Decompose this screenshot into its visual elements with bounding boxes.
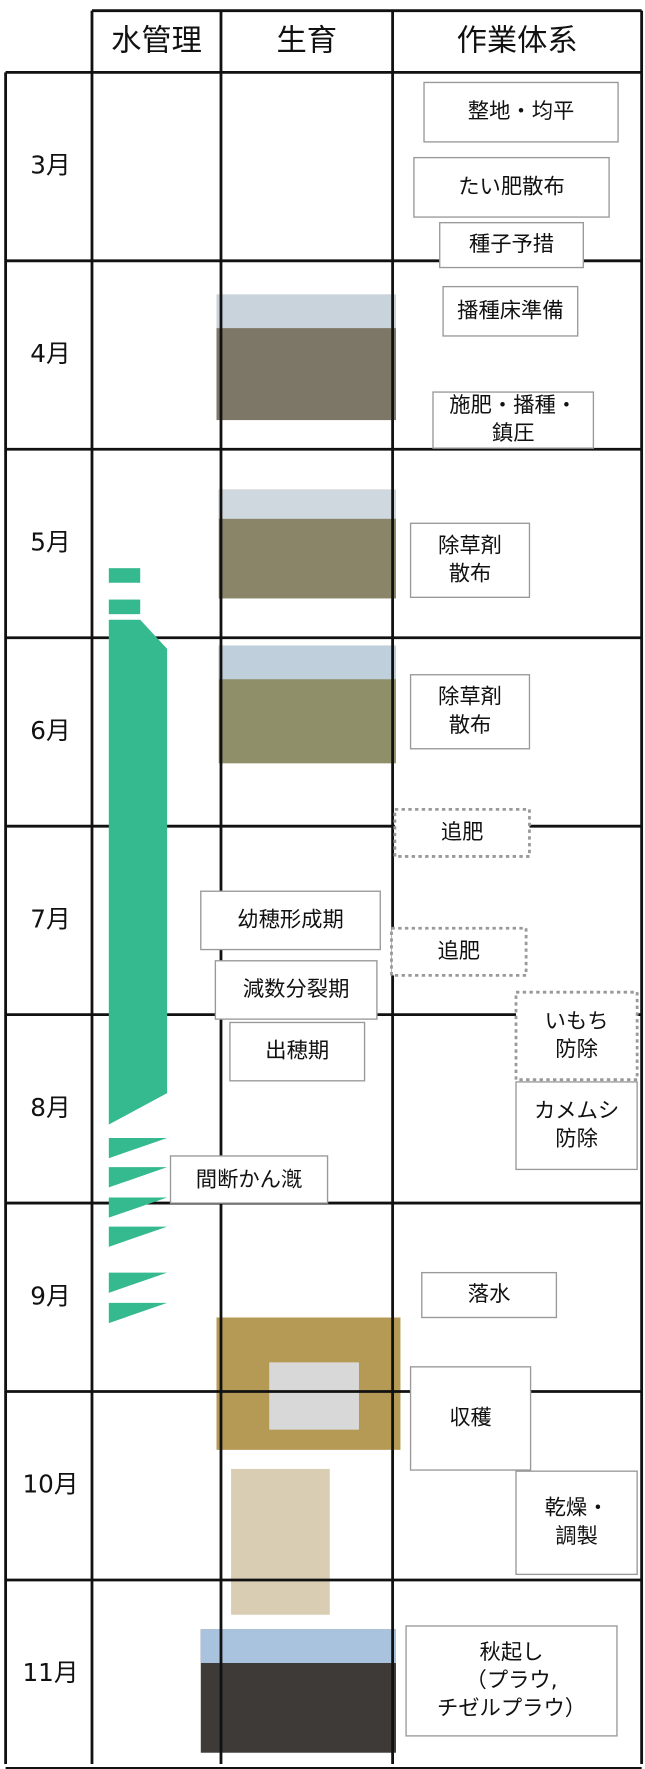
label-box [515,1081,638,1171]
growth-stage: 幼穂形成期 [237,907,344,932]
photos [200,294,401,1753]
column-header: 水管理 [111,24,202,59]
task-label: 収穫 [449,1405,492,1430]
month-label: 6月 [30,716,70,745]
task-label: 除草剤 [438,685,502,710]
task-label: チゼルプラウ） [437,1696,586,1721]
month-label: 10月 [22,1470,78,1499]
task-label: 追肥 [437,939,480,964]
month-label: 4月 [30,339,70,368]
label-box [514,990,639,1082]
task-label: 種子予措 [469,232,554,257]
month-label: 5月 [30,527,70,556]
label-box [439,222,584,269]
label-box [200,890,381,951]
task-label: 散布 [449,561,492,586]
task-label: たい肥散布 [458,174,565,199]
month-label: 8月 [30,1093,70,1122]
photo-rice-bag [231,1468,330,1615]
month-label: 7月 [30,904,70,933]
growth-stage: 出穂期 [265,1039,329,1064]
growth-stage: 減数分裂期 [243,977,350,1002]
label-box [229,1021,366,1082]
label-box [169,1155,329,1204]
task-label: 播種床準備 [457,298,564,323]
task-label: 追肥 [441,820,484,845]
label-box [423,81,619,143]
task-label: 防除 [555,1127,598,1152]
column-header: 生育 [277,24,338,59]
month-label: 3月 [30,151,70,180]
column-header: 作業体系 [457,24,578,59]
task-label: 調製 [555,1524,598,1549]
task-label: 落水 [468,1282,511,1307]
photo-sky [218,489,396,519]
task-label: いもち [545,1009,609,1034]
month-label: 11月 [22,1658,78,1687]
label-box [393,807,531,858]
label-box [409,1366,532,1471]
photo-harvester [269,1362,359,1430]
label-box [390,926,528,977]
label-box [421,1271,558,1319]
task-label: カメムシ [534,1099,619,1124]
label-box [409,674,531,750]
task-label: 除草剤 [438,533,502,558]
label-box [432,391,595,449]
label-box [442,285,579,337]
label-box [409,522,531,599]
task-label: 散布 [449,713,492,738]
label-box [515,1470,638,1576]
task-label: 鎮圧 [492,421,535,446]
task-label: 乾燥・ [545,1496,609,1521]
task-label: （プラウ, [466,1668,558,1693]
label-box [405,1625,618,1737]
photo-sky [216,294,396,329]
task-label: 施肥・播種・ [449,393,577,418]
label-box [413,156,610,218]
water-label: 間断かん漑 [196,1168,302,1193]
task-label: 防除 [555,1037,598,1062]
task-label: 秋起し [480,1640,544,1665]
photo-sky [218,645,396,680]
water-management [108,568,168,1324]
task-label: 整地・均平 [468,99,575,124]
month-label: 9月 [30,1281,70,1310]
label-box [214,960,378,1020]
photo-sky [200,1629,396,1663]
